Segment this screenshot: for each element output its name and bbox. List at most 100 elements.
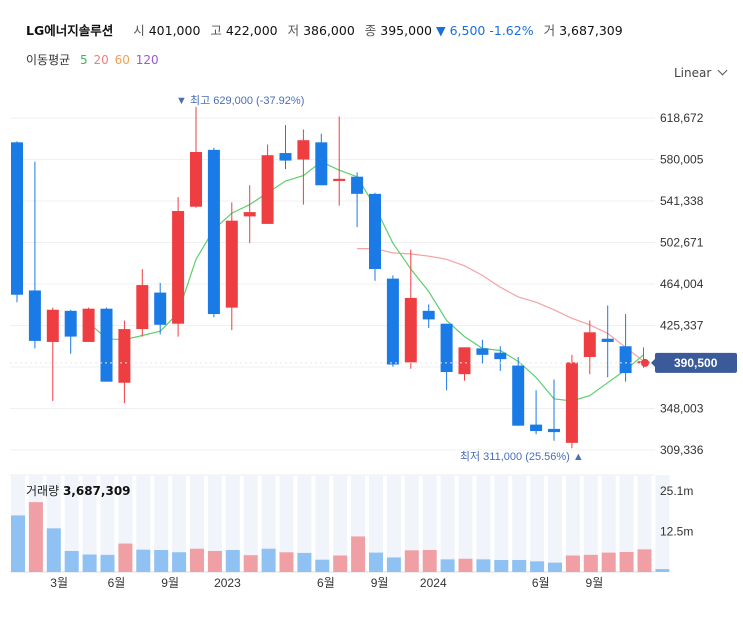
- volume-bg-column: [601, 475, 616, 572]
- volume-bar: [82, 554, 97, 572]
- volume-bg-column: [297, 475, 312, 572]
- volume-bg-column: [530, 475, 545, 572]
- volume-bg-column: [64, 475, 79, 572]
- y-tick-label: 348,003: [660, 402, 704, 416]
- scale-toggle-button[interactable]: Linear: [674, 65, 728, 80]
- current-price-badge-arrow: [651, 357, 656, 368]
- volume-bg-column: [404, 475, 419, 572]
- volume-bg-column: [82, 475, 97, 572]
- volume-bg-column: [100, 475, 115, 572]
- y-tick-label: 541,338: [660, 194, 704, 208]
- candle-body: [601, 338, 614, 342]
- candle-body: [422, 310, 435, 320]
- candle-body: [386, 278, 399, 365]
- volume-tick-label: 25.1m: [660, 484, 693, 498]
- current-price-dot: [641, 358, 649, 367]
- y-tick-label: 425,337: [660, 319, 704, 333]
- volume-bar: [207, 550, 222, 572]
- low-label: 저: [287, 23, 300, 38]
- volume-bar: [422, 550, 437, 572]
- candle-body: [458, 347, 471, 375]
- volume-bg-column: [386, 475, 401, 572]
- volume-bg-column: [440, 475, 455, 572]
- volume-bar: [619, 551, 634, 572]
- volume-bar: [46, 528, 61, 572]
- y-tick-label: 464,004: [660, 277, 704, 291]
- x-tick-label: 9월: [586, 576, 604, 590]
- candle-body: [494, 352, 507, 360]
- volume-value: 3,687,309: [559, 23, 623, 38]
- change-value: 6,500: [449, 23, 486, 38]
- ma-legend-title: 이동평균: [26, 53, 71, 67]
- volume-bg-column: [494, 475, 509, 572]
- candle-body: [351, 176, 364, 194]
- open-label: 시: [133, 23, 145, 38]
- candle-body: [190, 151, 202, 207]
- candle-body: [548, 428, 560, 433]
- volume-bar: [118, 543, 133, 572]
- candle-body: [297, 140, 310, 160]
- candle-body: [11, 142, 23, 295]
- high-annotation: ▼ 최고 629,000 (-37.92%): [176, 94, 304, 107]
- volume-bg-column: [136, 475, 151, 572]
- volume-bar: [190, 548, 204, 572]
- volume-bar: [637, 549, 652, 572]
- volume-bar: [225, 550, 240, 572]
- volume-tick-label: 12.5m: [660, 525, 693, 539]
- y-tick-label: 618,672: [660, 111, 704, 125]
- candle-body: [530, 424, 543, 432]
- volume-bg-column: [565, 475, 580, 572]
- y-tick-label: 502,671: [660, 236, 704, 250]
- x-tick-label: 2024: [420, 576, 447, 590]
- high-value: 422,000: [225, 23, 278, 38]
- candle-body: [583, 332, 596, 357]
- volume-bg-column: [207, 475, 222, 572]
- volume-bg-column: [655, 475, 670, 572]
- volume-bar: [404, 550, 419, 572]
- volume-bar: [440, 559, 455, 572]
- change-arrow-icon: ▼: [435, 23, 446, 38]
- moving-average-legend: 이동평균 5 20 60 120: [26, 51, 161, 68]
- x-tick-label: 2023: [214, 576, 241, 590]
- candle-body: [46, 309, 59, 342]
- volume-bg-column: [172, 475, 187, 572]
- volume-bar: [583, 554, 598, 572]
- volume-label: 거: [543, 23, 556, 38]
- candle-body: [100, 308, 113, 382]
- volume-bar: [512, 560, 527, 572]
- x-tick-label: 9월: [371, 576, 389, 590]
- ma-legend-60: 60: [114, 53, 130, 67]
- x-tick-label: 3월: [50, 576, 68, 590]
- volume-bar: [548, 562, 562, 572]
- candle-body: [172, 211, 185, 324]
- volume-bg-column: [261, 475, 276, 572]
- volume-bg-column: [333, 475, 348, 572]
- volume-bg-column: [637, 475, 652, 572]
- volume-bar: [494, 560, 509, 572]
- high-label: 고: [210, 23, 222, 38]
- price-header: LG에너지솔루션 시 401,000 고 422,000 저 386,000 종…: [26, 20, 623, 39]
- volume-bg-column: [279, 475, 294, 572]
- candle-body: [315, 142, 328, 186]
- volume-bar: [172, 552, 187, 572]
- volume-bar: [333, 555, 348, 572]
- volume-bar: [297, 552, 312, 572]
- volume-bar: [261, 548, 276, 572]
- y-tick-label: 580,005: [660, 153, 704, 167]
- volume-bar: [11, 515, 25, 572]
- candle-body: [619, 346, 632, 374]
- candle-body: [279, 153, 292, 161]
- volume-bg-column: [225, 475, 240, 572]
- low-annotation: 최저 311,000 (25.56%) ▲: [460, 450, 584, 463]
- volume-bar: [315, 559, 330, 572]
- volume-bar: [476, 559, 491, 572]
- volume-bar: [279, 552, 294, 572]
- candle-body: [225, 220, 238, 308]
- volume-bar: [565, 555, 580, 572]
- ma-legend-120: 120: [135, 53, 159, 67]
- volume-bar: [655, 569, 670, 572]
- scale-toggle-label: Linear: [674, 66, 712, 80]
- x-tick-label: 6월: [108, 576, 126, 590]
- volume-bar: [458, 558, 473, 572]
